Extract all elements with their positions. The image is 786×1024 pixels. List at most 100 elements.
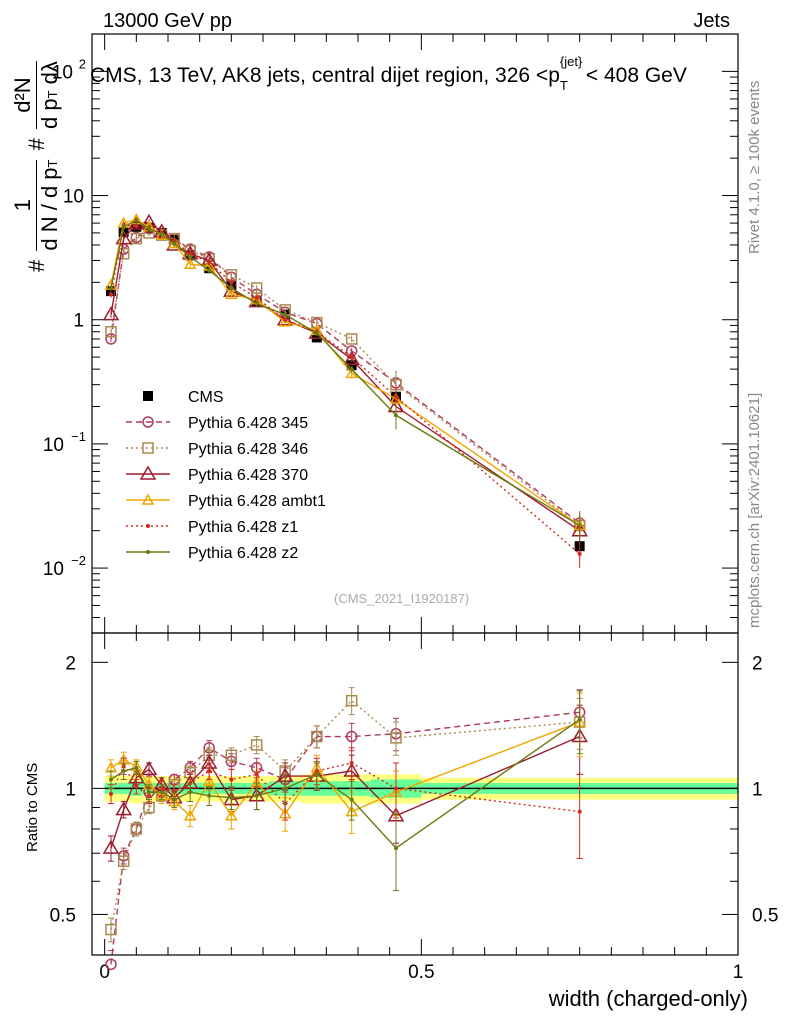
ratio-point-z2 — [207, 793, 212, 798]
ratio-point-z2 — [109, 777, 113, 782]
ylabel-den-sub: T — [45, 159, 60, 168]
main-point-z2 — [109, 286, 113, 291]
legend-marker-p346 — [142, 442, 154, 454]
ratio-point-p346 — [390, 732, 402, 744]
main-point-p370 — [343, 350, 360, 366]
ratio-point-z2 — [134, 765, 139, 770]
ylabel-hash-2: # — [23, 138, 49, 151]
main-frame — [91, 33, 739, 634]
main-point-z2 — [349, 367, 354, 372]
ylabel-lambda: dλ — [37, 61, 62, 85]
ratio-point-z2 — [254, 793, 259, 798]
ylabel-num: d²N — [10, 61, 37, 130]
main-y-tick-label: 10 — [52, 62, 73, 83]
ratio-y-tick-label: 0.5 — [50, 905, 76, 926]
chart-title-sup: {jet} — [559, 54, 583, 69]
legend-label-z2: Pythia 6.428 z2 — [188, 545, 298, 562]
main-point-ambt1 — [278, 315, 292, 327]
main-point-cms — [346, 360, 357, 371]
legend-marker-z1 — [146, 524, 150, 528]
ratio-point-z1 — [254, 772, 259, 777]
ratio-point-p370 — [115, 801, 132, 816]
ratio-point-z2 — [121, 769, 126, 774]
main-point-z1 — [254, 295, 259, 300]
main-point-z2 — [134, 218, 139, 223]
main-point-ambt1 — [183, 257, 197, 269]
main-point-z2 — [207, 268, 212, 273]
main-point-z2 — [314, 331, 319, 336]
main-y-tick-label: 10 — [43, 559, 64, 580]
ratio-point-p346 — [225, 749, 238, 761]
header-left: 13000 GeV pp — [103, 10, 232, 32]
ratio-point-z2 — [314, 772, 319, 777]
ratio-point-z1 — [134, 784, 139, 789]
ratio-point-p346 — [105, 923, 117, 936]
main-point-ambt1 — [155, 228, 168, 240]
legend-marker-z2 — [146, 550, 150, 554]
ratio-point-ambt1 — [202, 774, 216, 786]
ratio-series-line-p345 — [110, 711, 580, 965]
ratio-y-tick-label-right: 1 — [752, 779, 763, 800]
main-point-p346 — [345, 333, 358, 345]
legend-marker-ambt1 — [141, 493, 155, 505]
main-point-p346 — [130, 232, 143, 245]
header-right: Jets — [693, 10, 730, 32]
main-point-ambt1 — [345, 366, 358, 379]
ratio-point-p346 — [311, 730, 323, 743]
ylabel-hash: # — [23, 259, 49, 272]
legend-label-p345: Pythia 6.428 345 — [188, 415, 308, 432]
analysis-watermark: (CMS_2021_I1920187) — [334, 591, 470, 606]
main-y-tick-exponent: −1 — [71, 429, 86, 444]
ratio-y-tick-label: 1 — [65, 779, 76, 800]
main-point-z2 — [121, 224, 126, 229]
ratio-y-axis-label: Ratio to CMS — [24, 762, 41, 852]
main-y-tick-label: 10 — [63, 187, 84, 208]
chart-title-sub: T — [559, 78, 568, 93]
ylabel-den2: d p — [37, 98, 62, 130]
main-point-ambt1 — [168, 237, 181, 249]
main-point-z1 — [229, 280, 234, 285]
main-series-line-p345 — [110, 227, 581, 524]
main-y-tick-label: 1 — [73, 311, 84, 332]
legend-label-cms: CMS — [188, 389, 224, 406]
legend-marker-p345 — [142, 416, 154, 428]
main-point-z2 — [172, 241, 177, 246]
main-series-line-z2 — [110, 219, 581, 527]
ratio-frame — [91, 632, 739, 956]
main-y-tick-exponent: 2 — [79, 56, 86, 71]
main-point-z1 — [188, 251, 193, 256]
ratio-point-p345 — [105, 958, 117, 971]
main-y-axis-label: # 1 d N / d pT # d²N d pT dλ — [10, 58, 66, 272]
ratio-point-z2 — [188, 790, 193, 795]
ratio-point-z2 — [283, 786, 288, 791]
legend-marker-cms — [143, 391, 153, 401]
main-point-z2 — [188, 255, 193, 260]
main-series-line-z1 — [110, 224, 581, 555]
chart-title-tail: < 408 GeV — [585, 64, 687, 87]
main-point-p370 — [102, 306, 120, 321]
ratio-point-z1 — [577, 809, 582, 814]
ratio-point-z2 — [349, 797, 354, 802]
ratio-point-z2 — [172, 797, 177, 802]
main-y-tick-label: 10 — [43, 435, 64, 456]
main-series-line-ambt1 — [110, 218, 581, 527]
ratio-point-z1 — [349, 760, 354, 765]
main-point-z2 — [229, 286, 234, 291]
ratio-point-ambt1 — [183, 809, 197, 821]
ratio-point-z1 — [207, 769, 212, 774]
ratio-y-tick-label: 2 — [65, 653, 76, 674]
legend-label-p346: Pythia 6.428 346 — [188, 441, 308, 458]
x-axis-label: width (charged-only) — [548, 986, 748, 1011]
main-point-p346 — [105, 326, 117, 338]
ratio-point-p346 — [130, 823, 143, 835]
rivet-label: Rivet 4.1.0, ≥ 100k events — [746, 80, 763, 254]
mcplots-label: mcplots.cern.ch [arXiv:2401.10621] — [746, 392, 763, 628]
legend-label-z1: Pythia 6.428 z1 — [188, 519, 298, 536]
main-point-z2 — [283, 312, 288, 317]
ratio-series-line-p346 — [110, 699, 580, 930]
ratio-point-z2 — [147, 790, 151, 795]
ratio-point-z1 — [229, 777, 234, 782]
ratio-point-p346 — [250, 739, 263, 751]
ylabel-den2-sub: T — [45, 90, 60, 99]
